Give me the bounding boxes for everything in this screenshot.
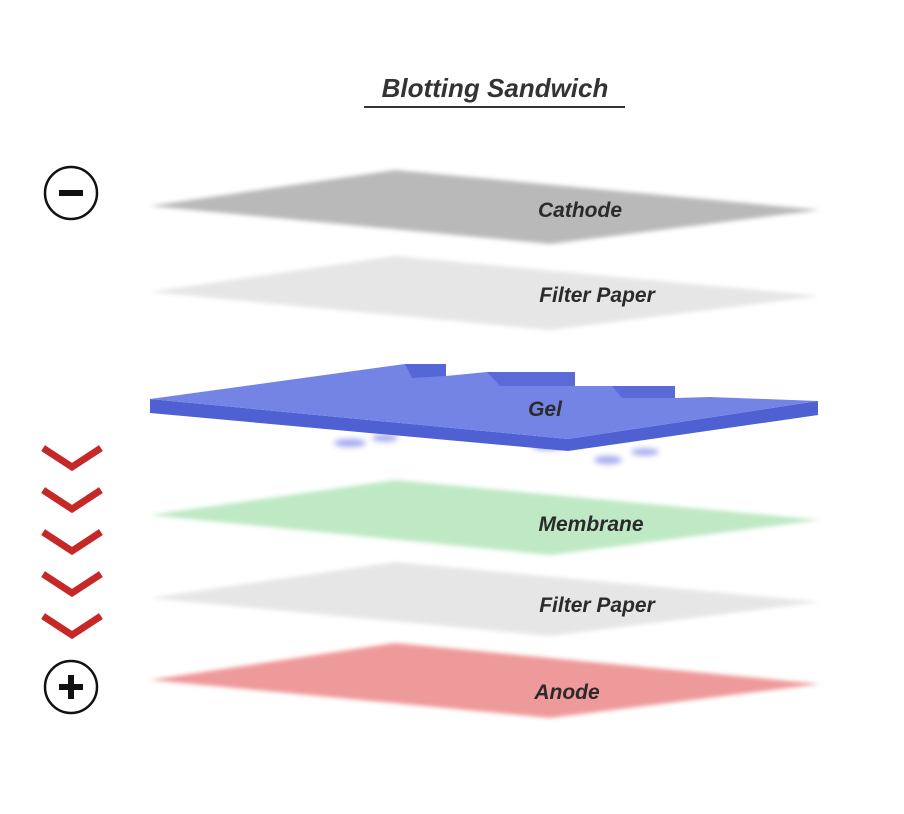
protein-band	[334, 439, 366, 447]
chevron-down-icon	[41, 613, 103, 640]
filter-paper-bottom-layer: Filter Paper	[150, 562, 820, 636]
gel-top-face	[150, 364, 818, 439]
chevron-down-icon	[41, 487, 103, 514]
membrane-layer: Membrane	[150, 480, 820, 555]
filter-paper-top-label: Filter Paper	[539, 284, 656, 307]
gel-well-wall	[405, 364, 446, 378]
filter-paper-top-plate	[150, 256, 820, 330]
gel-label: Gel	[528, 398, 563, 421]
gel-layer: Gel	[150, 364, 818, 464]
protein-band	[594, 456, 622, 464]
cathode-layer: Cathode	[150, 170, 820, 244]
chevron-down-icon	[41, 445, 103, 472]
chevron-down-icon	[41, 529, 103, 556]
chevron-down-icon	[41, 571, 103, 598]
anode-plate	[150, 643, 820, 718]
positive-electrode-icon	[43, 659, 99, 715]
filter-paper-bottom-label: Filter Paper	[539, 594, 656, 617]
filter-paper-bottom-plate	[150, 562, 820, 636]
gel-front-face	[150, 399, 818, 451]
cathode-plate	[150, 170, 820, 244]
anode-label: Anode	[533, 681, 600, 704]
gel-well-wall	[612, 386, 675, 398]
membrane-plate	[150, 480, 820, 555]
filter-paper-top-layer: Filter Paper	[150, 256, 820, 330]
membrane-label: Membrane	[538, 513, 643, 536]
transfer-direction-arrows	[41, 445, 103, 640]
cathode-label: Cathode	[538, 199, 622, 222]
negative-electrode-icon	[43, 165, 99, 221]
anode-layer: Anode	[150, 643, 820, 718]
protein-band	[372, 434, 398, 442]
gel-well-wall	[487, 372, 575, 386]
protein-band	[631, 448, 659, 456]
diagram-title: Blotting Sandwich	[382, 73, 609, 103]
